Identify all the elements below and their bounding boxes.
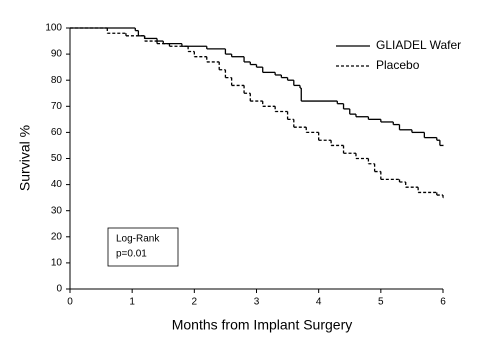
y-tick-label: 30 bbox=[51, 205, 63, 216]
annotation: p=0.01 bbox=[116, 249, 147, 260]
legend-label: GLIADEL Wafer bbox=[376, 38, 461, 52]
annotation: Log-Rank bbox=[116, 234, 160, 245]
x-tick-label: 6 bbox=[440, 297, 446, 308]
y-axis-title: Survival % bbox=[17, 125, 33, 191]
y-tick-label: 90 bbox=[51, 49, 63, 60]
y-tick-label: 10 bbox=[51, 258, 63, 269]
x-tick-label: 3 bbox=[254, 297, 260, 308]
y-tick-label: 60 bbox=[51, 127, 63, 138]
x-tick-label: 0 bbox=[67, 297, 73, 308]
y-tick-label: 40 bbox=[51, 179, 63, 190]
annotation-box bbox=[107, 227, 179, 267]
y-tick-label: 80 bbox=[51, 75, 63, 86]
legend: GLIADEL Wafer Placebo bbox=[336, 38, 461, 72]
y-tick-label: 20 bbox=[51, 231, 63, 242]
y-tick-label: 70 bbox=[51, 101, 63, 112]
x-tick-label: 1 bbox=[129, 297, 135, 308]
y-tick-label: 50 bbox=[51, 153, 63, 164]
x-axis-title: Months from Implant Surgery bbox=[172, 317, 353, 333]
y-tick-label: 100 bbox=[45, 23, 62, 34]
x-tick-label: 4 bbox=[316, 297, 322, 308]
y-tick-label: 0 bbox=[56, 284, 62, 295]
legend-label: Placebo bbox=[376, 58, 420, 72]
x-tick-label: 5 bbox=[378, 297, 384, 308]
x-tick-label: 2 bbox=[192, 297, 198, 308]
